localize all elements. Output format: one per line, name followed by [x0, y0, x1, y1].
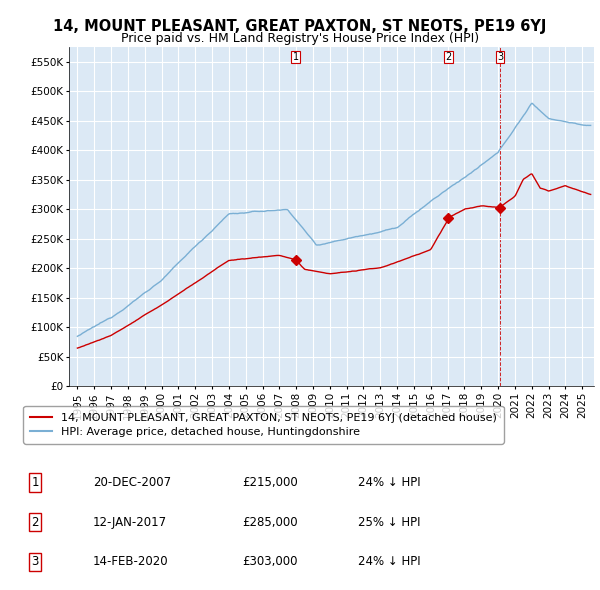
Text: 2: 2 [31, 516, 39, 529]
Text: 2: 2 [445, 53, 451, 63]
Text: 3: 3 [31, 555, 39, 568]
Text: 25% ↓ HPI: 25% ↓ HPI [358, 516, 420, 529]
Legend: 14, MOUNT PLEASANT, GREAT PAXTON, ST NEOTS, PE19 6YJ (detached house), HPI: Aver: 14, MOUNT PLEASANT, GREAT PAXTON, ST NEO… [23, 406, 503, 444]
Text: £215,000: £215,000 [242, 476, 298, 489]
Text: 12-JAN-2017: 12-JAN-2017 [92, 516, 167, 529]
Text: 20-DEC-2007: 20-DEC-2007 [92, 476, 171, 489]
Text: 14, MOUNT PLEASANT, GREAT PAXTON, ST NEOTS, PE19 6YJ: 14, MOUNT PLEASANT, GREAT PAXTON, ST NEO… [53, 19, 547, 34]
Text: 24% ↓ HPI: 24% ↓ HPI [358, 476, 420, 489]
Text: £303,000: £303,000 [242, 555, 298, 568]
Text: 14-FEB-2020: 14-FEB-2020 [92, 555, 168, 568]
Text: 24% ↓ HPI: 24% ↓ HPI [358, 555, 420, 568]
Text: Price paid vs. HM Land Registry's House Price Index (HPI): Price paid vs. HM Land Registry's House … [121, 32, 479, 45]
Text: 1: 1 [293, 53, 299, 63]
Text: 3: 3 [497, 53, 503, 63]
Text: £285,000: £285,000 [242, 516, 298, 529]
Text: 1: 1 [31, 476, 39, 489]
